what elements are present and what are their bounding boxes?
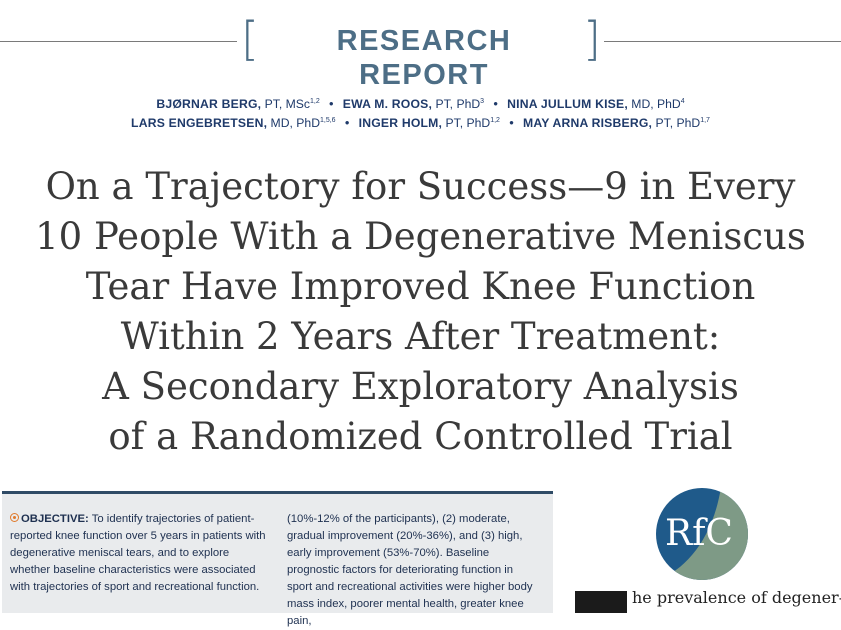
title-line: 10 People With a Degenerative Meniscus xyxy=(35,215,806,258)
title-line: A Secondary Exploratory Analysis xyxy=(102,365,739,408)
bullet-icon: • xyxy=(329,97,334,111)
author: MAY ARNA RISBERG, PT, PhD1,7 xyxy=(522,116,710,130)
header-rule-left xyxy=(0,41,237,42)
rfc-logo: RfC xyxy=(656,488,748,580)
author-line-1: BJØRNAR BERG, PT, MSc1,2 • EWA M. ROOS, … xyxy=(0,97,841,111)
author: BJØRNAR BERG, PT, MSc1,2 xyxy=(156,97,320,111)
author-line-2: LARS ENGEBRETSEN, MD, PhD1,5,6 • INGER H… xyxy=(0,116,841,130)
svg-text:RfC: RfC xyxy=(665,513,733,554)
drop-cap xyxy=(575,591,627,613)
title-line: Tear Have Improved Knee Function xyxy=(85,265,756,308)
target-icon xyxy=(10,513,19,522)
header-rule-right xyxy=(604,41,841,42)
abstract-column-2: (10%-12% of the participants), (2) moder… xyxy=(287,513,533,627)
right-bracket-icon: ] xyxy=(583,12,601,66)
article-title: On a Trajectory for Success—9 in Every 1… xyxy=(0,162,841,462)
author: NINA JULLUM KISE, MD, PhD4 xyxy=(507,97,685,111)
bullet-icon: • xyxy=(509,116,514,130)
abstract-column-1: OBJECTIVE: To identify trajectories of p… xyxy=(10,511,272,596)
abstract-box: OBJECTIVE: To identify trajectories of p… xyxy=(2,491,553,627)
title-line: Within 2 Years After Treatment: xyxy=(120,315,721,358)
section-label: RESEARCH REPORT xyxy=(336,25,512,91)
title-line: of a Randomized Controlled Trial xyxy=(108,415,733,458)
author: INGER HOLM, PT, PhD1,2 xyxy=(358,116,500,130)
author: EWA M. ROOS, PT, PhD3 xyxy=(342,97,485,111)
bullet-icon: • xyxy=(493,97,498,111)
title-line: On a Trajectory for Success—9 in Every xyxy=(45,165,796,208)
objective-label: OBJECTIVE: xyxy=(21,513,89,525)
author: LARS ENGEBRETSEN, MD, PhD1,5,6 xyxy=(131,116,336,130)
left-bracket-icon: [ xyxy=(241,12,259,66)
objective-text: To identify trajectories of patient-repo… xyxy=(10,513,266,593)
body-text: he prevalence of degener- xyxy=(632,588,841,607)
bullet-icon: • xyxy=(344,116,350,130)
